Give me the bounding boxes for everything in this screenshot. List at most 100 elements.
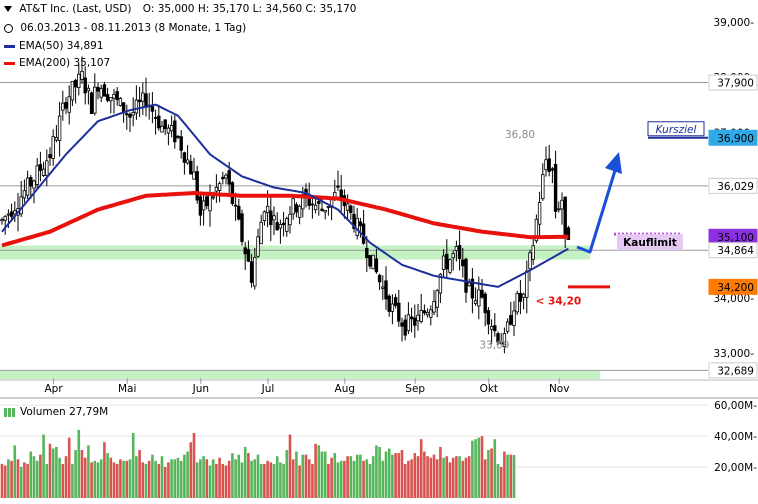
candle-down xyxy=(173,120,177,143)
volume-bar xyxy=(464,457,468,498)
candle-up xyxy=(61,102,65,111)
candle-down xyxy=(240,213,244,242)
candle-down xyxy=(547,158,551,172)
volume-bar xyxy=(359,454,362,498)
volume-bar xyxy=(467,456,471,498)
volume-bar xyxy=(109,457,113,498)
candle-up xyxy=(80,70,84,80)
candle-up xyxy=(512,310,516,326)
candle-up xyxy=(19,196,23,215)
candle-down xyxy=(317,200,321,205)
month-label: Mai xyxy=(118,383,136,395)
volume-bar xyxy=(96,462,100,498)
volume-bar xyxy=(243,446,247,498)
volume-bar xyxy=(240,462,244,498)
candle-down xyxy=(461,259,465,267)
volume-bar xyxy=(474,439,477,498)
candle-up xyxy=(560,199,564,210)
volume-bar xyxy=(144,463,148,498)
volume-bar xyxy=(499,467,503,498)
volume-bar xyxy=(327,463,330,498)
month-label: Sep xyxy=(405,383,425,395)
candle-up xyxy=(256,236,260,257)
volume-bar xyxy=(131,432,135,498)
volume-bar xyxy=(51,448,55,498)
volume-bar xyxy=(333,453,337,498)
candle-down xyxy=(182,152,187,163)
candle-up xyxy=(441,255,446,270)
candle-down xyxy=(64,102,68,109)
volume-bar xyxy=(288,434,292,498)
price-tag-label: 37,900 xyxy=(717,78,754,90)
price-tag-box xyxy=(708,74,758,91)
candle-down xyxy=(176,135,180,138)
volume-bar xyxy=(394,453,397,498)
volume-y-tick-label: 60,00M- xyxy=(714,400,757,412)
volume-bar xyxy=(250,460,253,498)
volume-bar xyxy=(295,451,298,498)
volume-bar xyxy=(455,456,458,498)
candle-up xyxy=(3,215,7,221)
price-tag-label: 36,029 xyxy=(717,181,754,193)
candle-up xyxy=(429,309,433,318)
candle-up xyxy=(208,193,212,212)
volume-bar xyxy=(106,453,109,498)
volume-bar xyxy=(387,448,391,498)
volume-bar xyxy=(71,463,74,498)
volume-bar xyxy=(173,459,177,498)
candle-up xyxy=(323,210,327,213)
candle-down xyxy=(243,247,247,255)
volume-bar xyxy=(202,456,205,498)
volume-bar xyxy=(157,463,161,498)
candle-up xyxy=(99,88,103,98)
volume-y-tick-label: 20,00M- xyxy=(714,462,757,474)
y-tick-label: 34,000- xyxy=(713,293,754,305)
volume-bar xyxy=(407,460,410,498)
volume-bar xyxy=(167,462,170,498)
candle-up xyxy=(41,168,46,176)
volume-bar xyxy=(7,459,10,498)
volume-bar xyxy=(205,459,209,498)
volume-bar xyxy=(339,460,343,498)
candle-down xyxy=(310,203,315,206)
volume-bar xyxy=(135,456,138,498)
volume-bar xyxy=(263,463,266,498)
volume-bar xyxy=(349,456,353,498)
candle-down xyxy=(179,136,183,151)
candle-up xyxy=(557,208,561,211)
candle-up xyxy=(515,293,519,313)
candle-up xyxy=(406,314,411,332)
candle-up xyxy=(432,301,436,313)
candle-up xyxy=(70,81,75,101)
candle-up xyxy=(6,213,11,216)
target-arrow-line xyxy=(576,163,619,254)
volume-bar xyxy=(42,434,45,498)
volume-bar xyxy=(128,459,132,498)
volume-bar xyxy=(336,462,340,498)
volume-bar xyxy=(314,443,317,498)
volume-y-tick-label: 40,00M- xyxy=(714,431,757,443)
volume-bar xyxy=(307,459,311,498)
volume-bar xyxy=(231,453,234,498)
ema50-label: EMA(50) xyxy=(19,40,64,52)
candle-up xyxy=(166,127,171,134)
candle-up xyxy=(425,312,430,316)
volume-bar xyxy=(384,451,388,498)
volume-bar xyxy=(93,460,97,498)
ema200-swatch xyxy=(4,61,15,65)
price-tag-label: 34,864 xyxy=(717,245,754,257)
volume-bar xyxy=(490,448,493,498)
candle-down xyxy=(48,154,52,159)
candle-down xyxy=(105,94,110,101)
month-label: Apr xyxy=(45,383,64,395)
candle-up xyxy=(160,125,164,133)
candle-down xyxy=(83,77,87,94)
price-tag-box xyxy=(708,177,758,194)
volume-bar xyxy=(151,454,154,498)
candle-up xyxy=(13,210,17,215)
candle-down xyxy=(470,278,475,299)
collapse-icon[interactable] xyxy=(4,6,12,12)
price-tag-label: 35,100 xyxy=(717,232,754,244)
